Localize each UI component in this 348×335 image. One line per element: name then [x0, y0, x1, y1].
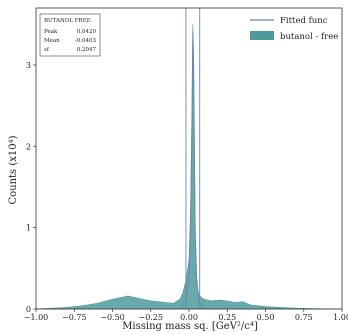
- x-axis-label: Missing mass sq. [GeV²/c⁴]: [122, 321, 258, 332]
- x-tick-label: 0.25: [218, 313, 236, 322]
- y-tick-label: 2: [26, 142, 31, 151]
- y-tick-label: 1: [26, 224, 31, 233]
- plot-area: [35, 8, 343, 310]
- x-tick-label: 1.00: [333, 313, 348, 322]
- histogram-butanol-free: [35, 24, 343, 310]
- y-tick-label: 0: [26, 305, 31, 314]
- legend-label-fitted-func: Fitted func: [280, 16, 328, 26]
- x-tick-label: −0.75: [62, 313, 87, 322]
- stats-box: BUTANOL FREE Peak 0.0420 Mean -0.0403 sf…: [39, 13, 101, 57]
- x-tick-label: −0.50: [100, 313, 125, 322]
- x-tick-label: −0.25: [138, 313, 163, 322]
- legend: Fitted func butanol - free: [250, 16, 338, 42]
- x-tick-label: 0.75: [295, 313, 313, 322]
- ticks: −1.00 −0.75 −0.50 −0.25 0.00 0.25 0.50 0.75 1.0 0…: [24, 61, 348, 322]
- y-tick-label: 3: [26, 61, 31, 70]
- stats-label-mean: Mean: [44, 38, 60, 44]
- stats-label-sf: sf: [44, 47, 50, 53]
- x-tick-label: 0.50: [257, 313, 275, 322]
- stats-box-frame: [39, 13, 101, 57]
- stats-value-peak: 0.0420: [77, 29, 97, 35]
- legend-label-butanol-free: butanol - free: [280, 32, 338, 42]
- stats-title: BUTANOL FREE: [44, 18, 91, 24]
- x-tick-label: 0.00: [180, 313, 198, 322]
- stats-label-peak: Peak: [44, 29, 58, 35]
- legend-marker-butanol-free: [250, 31, 274, 40]
- fitted-func-line: [179, 32, 205, 310]
- y-axis-label: Counts (x10⁴): [8, 135, 19, 204]
- x-tick-label: −1.00: [24, 313, 49, 322]
- stats-value-mean: -0.0403: [75, 38, 97, 44]
- stats-value-sf: 0.2047: [77, 47, 97, 53]
